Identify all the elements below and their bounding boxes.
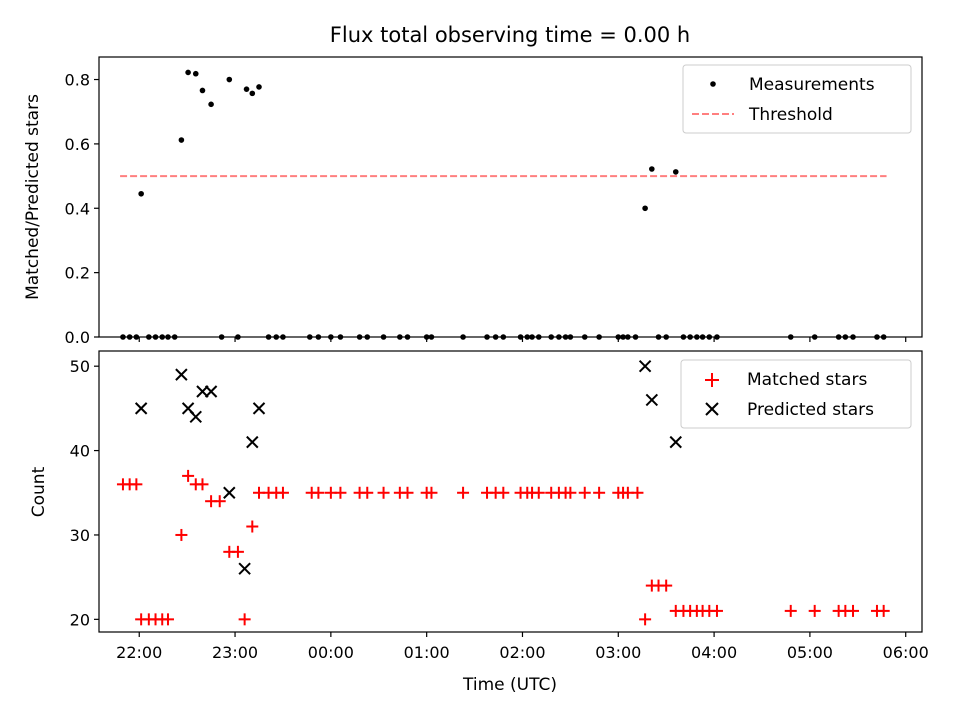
predicted-star-point <box>134 402 148 415</box>
legend-matched-label: Matched stars <box>747 370 867 390</box>
top-ytick-label: 0.0 <box>65 328 90 347</box>
bottom-ytick-label: 30 <box>70 526 90 545</box>
measurement-point <box>192 70 199 77</box>
measurement-point <box>256 84 262 90</box>
measurement-point <box>243 86 250 92</box>
predicted-stars-series <box>134 359 682 575</box>
measurement-point <box>138 190 144 197</box>
top-y-axis-label: Matched/Predicted stars <box>23 94 43 300</box>
bottom-y-axis-label: Count <box>29 466 49 517</box>
xtick-label: 06:00 <box>883 643 929 662</box>
matched-star-point <box>161 613 174 626</box>
xtick-label: 04:00 <box>691 643 737 662</box>
bottom-ytick-label: 40 <box>70 442 90 461</box>
legend-measurements-marker <box>710 81 716 87</box>
bottom-axes-frame <box>98 350 923 633</box>
matched-star-point <box>784 604 797 617</box>
matched-star-point <box>361 486 374 499</box>
top-axes: 0.0 0.2 0.4 0.6 0.8 Matched/Predicted stars <box>23 56 923 347</box>
predicted-star-point <box>189 410 202 424</box>
legend-measurements-label: Measurements <box>749 75 875 95</box>
xtick-label: 05:00 <box>787 643 833 662</box>
matched-star-point <box>182 469 195 482</box>
matched-star-point <box>175 528 188 541</box>
predicted-star-point <box>252 402 266 415</box>
top-ytick-label: 0.6 <box>65 135 90 154</box>
bottom-y-ticks: 20 30 40 50 <box>70 357 99 629</box>
matched-star-point <box>276 486 289 499</box>
top-ytick-label: 0.2 <box>65 264 90 283</box>
measurement-point <box>199 87 206 94</box>
matched-star-point <box>377 486 390 499</box>
matched-star-point <box>401 486 414 499</box>
predicted-star-point <box>223 486 236 499</box>
matched-star-point <box>660 579 673 592</box>
xtick-label: 02:00 <box>499 643 545 662</box>
predicted-star-point <box>669 435 682 449</box>
top-y-ticks: 0.0 0.2 0.4 0.6 0.8 <box>65 71 99 347</box>
matched-star-point <box>196 478 209 491</box>
bottom-legend: Matched stars Predicted stars <box>680 359 912 429</box>
matched-star-point <box>564 486 577 499</box>
xtick-label: 03:00 <box>595 643 641 662</box>
matched-star-point <box>808 604 821 617</box>
matched-star-point <box>593 486 606 499</box>
measurement-point <box>185 69 191 76</box>
bottom-legend-box <box>680 359 912 429</box>
xtick-label: 00:00 <box>308 643 354 662</box>
xtick-label: 23:00 <box>212 643 258 662</box>
legend-matched-marker <box>705 373 719 387</box>
measurement-point <box>208 101 214 108</box>
predicted-star-point <box>246 435 259 449</box>
matched-star-point <box>312 486 325 499</box>
bottom-ytick-label: 20 <box>70 610 90 629</box>
legend-predicted-label: Predicted stars <box>747 400 874 420</box>
bottom-axes: 20 30 40 50 22:00 23:00 00:00 01:00 02:00 03:00 0… <box>29 350 929 695</box>
predicted-star-point <box>645 393 659 407</box>
matched-stars-series <box>116 469 890 626</box>
measurement-point <box>249 90 256 97</box>
matched-star-point <box>710 604 723 617</box>
legend-predicted-marker <box>705 402 719 416</box>
legend-threshold-label: Threshold <box>748 105 833 125</box>
chart-title: Flux total observing time = 0.00 h <box>330 23 690 47</box>
x-axis-label: Time (UTC) <box>462 675 557 695</box>
matched-star-point <box>238 613 251 626</box>
predicted-star-point <box>175 368 188 381</box>
xtick-label: 01:00 <box>404 643 450 662</box>
matched-star-point <box>877 604 890 617</box>
bottom-x-ticks: 22:00 23:00 00:00 01:00 02:00 03:00 04:00 05:00… <box>116 632 929 662</box>
matched-star-point <box>334 486 347 499</box>
matched-star-point <box>130 478 143 491</box>
measurement-point <box>672 169 679 175</box>
matched-star-point <box>578 486 591 499</box>
matched-star-point <box>246 520 259 533</box>
top-axes-frame <box>98 56 923 338</box>
top-legend: Measurements Threshold <box>682 64 912 134</box>
measurement-point <box>649 166 655 172</box>
predicted-star-point <box>238 562 251 575</box>
matched-star-point <box>497 486 510 499</box>
measurement-point <box>642 205 648 212</box>
matched-star-point <box>425 486 438 499</box>
bottom-ytick-label: 50 <box>70 357 90 376</box>
measurement-point <box>226 76 233 83</box>
top-legend-box <box>682 64 912 134</box>
measurement-point <box>178 137 185 143</box>
predicted-star-point <box>638 359 652 373</box>
matched-star-point <box>847 604 860 617</box>
matched-star-point <box>631 486 644 499</box>
top-ytick-label: 0.8 <box>65 71 90 90</box>
top-ytick-label: 0.4 <box>65 199 90 218</box>
matched-star-point <box>231 545 244 558</box>
matched-star-point <box>532 486 545 499</box>
predicted-star-point <box>204 385 218 398</box>
xtick-label: 22:00 <box>116 643 162 662</box>
matched-star-point <box>639 613 652 626</box>
matched-star-point <box>457 486 470 499</box>
matched-star-point <box>213 495 226 508</box>
